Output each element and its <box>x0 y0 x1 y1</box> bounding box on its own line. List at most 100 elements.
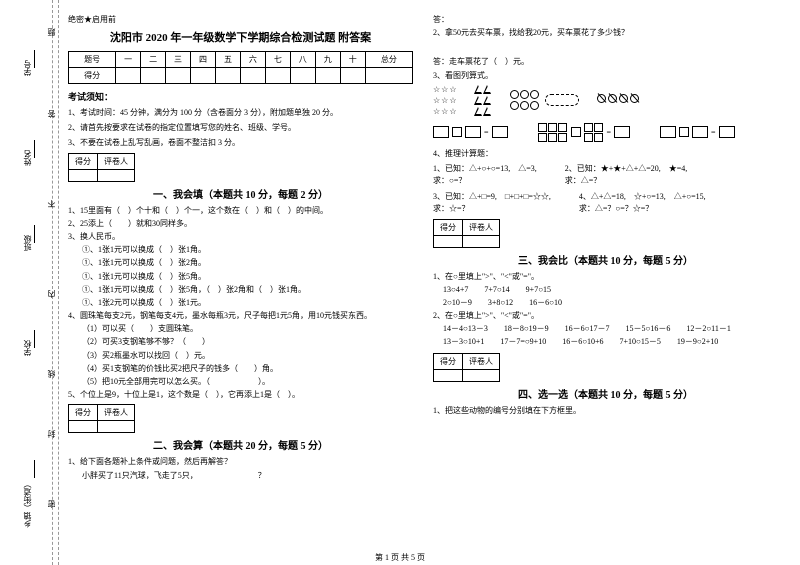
section-1-title: 一、我会填（本题共 10 分，每题 2 分） <box>68 186 413 201</box>
section-2-title: 二、我会算（本题共 20 分，每题 5 分） <box>68 437 413 452</box>
page: 绝密★启用前 沈阳市 2020 年一年级数学下学期综合检测试题 附答案 题号 一… <box>58 8 788 548</box>
confidential: 绝密★启用前 <box>68 14 413 25</box>
infer-block: 1、已知：△+○+○=13, △=3, 求：○=？ 2、已知：★+★+△+△=2… <box>433 163 778 187</box>
infer-line: 求：☆=？ <box>433 203 551 215</box>
th: 一 <box>116 52 141 68</box>
eq-2: = <box>538 123 631 142</box>
q: ①、1张1元可以换成（ ）张5角，（ ）张2角和（ ）张1角。 <box>68 284 413 295</box>
infer-line: 求：△=？○=？☆=？ <box>579 203 706 215</box>
mini-c1: 得分 <box>434 353 463 369</box>
th: 八 <box>290 52 315 68</box>
notice-item: 3、不要在试卷上乱写乱画，卷面不整洁扣 3 分。 <box>68 137 413 148</box>
q: （1）可以买（ ）支圆珠笔。 <box>68 323 413 334</box>
side-mi: 密 <box>46 500 57 508</box>
mini-c2: 评卷人 <box>98 153 135 169</box>
section-4-title: 四、选一选（本题共 10 分，每题 5 分） <box>433 386 778 401</box>
page-footer: 第 1 页 共 5 页 <box>0 552 800 563</box>
q: 1、在○里填上">"、"<"或"="。 <box>433 271 778 282</box>
dashed-oval <box>545 94 579 106</box>
ops: 13－3○10+1 17－7=○9+10 16－6○10+6 7+10○15－5… <box>433 336 778 349</box>
mini-c2: 评卷人 <box>463 353 500 369</box>
q: （3）买2瓶墨水可以找回（ ）元。 <box>68 350 413 361</box>
mini-c1: 得分 <box>69 153 98 169</box>
th: 四 <box>191 52 216 68</box>
q: 1、把这些动物的编号分别填在下方框里。 <box>433 405 778 416</box>
th: 十 <box>340 52 365 68</box>
infer-line: 求：○=？ <box>433 175 537 187</box>
q: 3、换人民币。 <box>68 231 413 242</box>
shapes-row: ☆☆☆ ☆☆☆ ☆☆☆ <box>433 85 778 116</box>
th: 题号 <box>69 52 116 68</box>
side-xuehao: 学号 <box>22 60 33 76</box>
q: （2）可买3支钢笔够不够？（ ） <box>68 336 413 347</box>
side-underline <box>34 330 35 348</box>
q: 2、在○里填上">"、"<"或"="。 <box>433 310 778 321</box>
equation-rows: = = = <box>433 120 778 142</box>
mini-c2: 评卷人 <box>463 219 500 235</box>
q: 答：走车票花了（ ）元。 <box>433 56 778 67</box>
stars-group: ☆☆☆ ☆☆☆ ☆☆☆ <box>433 85 457 116</box>
th: 五 <box>215 52 240 68</box>
right-column: 答： 2、拿50元去买车票，找给我20元，买车票花了多少钱？ 答：走车票花了（ … <box>423 8 788 548</box>
grader-table: 得分评卷人 <box>433 353 500 382</box>
th: 六 <box>240 52 265 68</box>
infer-line: 1、已知：△+○+○=13, △=3, <box>433 163 537 175</box>
grader-table: 得分评卷人 <box>68 153 135 182</box>
side-xian: 线 <box>46 370 57 378</box>
q: 4、圆珠笔每支2元，钢笔每支4元，墨水每瓶3元，尺子每把1元5角，用10元钱买东… <box>68 310 413 321</box>
infer-line: 4、△+△=18, ☆+○=13, △+○=15, <box>579 191 706 203</box>
th: 二 <box>141 52 166 68</box>
side-labels: 题 学号 答 姓名 不 班级 内 学校 线 封 乡镇（街道） 密 <box>0 0 54 565</box>
infer-line: 求：△=？ <box>565 175 688 187</box>
side-banji: 班级 <box>22 235 33 251</box>
infer-block: 3、已知：△+□=9, □+□+□=☆☆, 求：☆=？ 4、△+△=18, ☆+… <box>433 191 778 215</box>
notice-title: 考试须知： <box>68 90 413 103</box>
circles-group <box>510 90 579 110</box>
notice-item: 1、考试时间：45 分钟，满分为 100 分（含卷面分 3 分），附加题单独 2… <box>68 107 413 118</box>
q: 1、15里面有（ ）个十和（ ）个一，这个数在（ ）和（ ）的中间。 <box>68 205 413 216</box>
score-table: 题号 一 二 三 四 五 六 七 八 九 十 总分 得分 <box>68 51 413 84</box>
side-xuexiao: 学校 <box>22 340 33 356</box>
score-value-row: 得分 <box>69 68 413 84</box>
q: ①、1张1元可以换成（ ）张5角。 <box>68 271 413 282</box>
side-bu: 不 <box>46 200 57 208</box>
mini-c2: 评卷人 <box>98 405 135 421</box>
q: 2、25添上（ ）就和30同样多。 <box>68 218 413 229</box>
score-header-row: 题号 一 二 三 四 五 六 七 八 九 十 总分 <box>69 52 413 68</box>
th: 总分 <box>365 52 412 68</box>
q: ①、1张1元可以换成（ ）张2角。 <box>68 257 413 268</box>
side-ti: 题 <box>46 28 57 36</box>
grader-table: 得分评卷人 <box>68 404 135 433</box>
triangles-group <box>475 85 492 116</box>
th: 九 <box>315 52 340 68</box>
side-underline <box>34 225 35 243</box>
ans-label: 答： <box>433 14 778 25</box>
side-nei: 内 <box>46 290 57 298</box>
mini-c1: 得分 <box>434 219 463 235</box>
eq-1: = <box>433 123 508 142</box>
section-3-title: 三、我会比（本题共 10 分，每题 5 分） <box>433 252 778 267</box>
q: （5）把10元全部用完可以怎么买。（ ）。 <box>68 376 413 387</box>
row-label: 得分 <box>69 68 116 84</box>
side-feng: 封 <box>46 430 57 438</box>
eq-3: = <box>660 123 735 142</box>
ops: 2○10－9 3+8○12 16－6○10 <box>433 297 778 310</box>
struck-circles <box>597 91 641 109</box>
side-underline <box>34 50 35 68</box>
infer-line: 2、已知：★+★+△+△=20, ★=4, <box>565 163 688 175</box>
q: 5、个位上是9，十位上是1，这个数是（ ），它再添上1是（ ）。 <box>68 389 413 400</box>
q: ①、1张1元可以换成（ ）张1角。 <box>68 244 413 255</box>
ops: 14－4○13－3 18－8○19－9 16－6○17－7 15－5○16－6 … <box>433 323 778 336</box>
exam-title: 沈阳市 2020 年一年级数学下学期综合检测试题 附答案 <box>68 29 413 45</box>
mini-c1: 得分 <box>69 405 98 421</box>
q: 1、给下面各题补上条件或问题，然后再解答？ <box>68 456 413 467</box>
side-xiangzhen: 乡镇（街道） <box>22 480 33 528</box>
q: （4）买1支钢笔的价钱比买2把尺子的钱多（ ）角。 <box>68 363 413 374</box>
side-xingming: 姓名 <box>22 150 33 166</box>
infer-line: 3、已知：△+□=9, □+□+□=☆☆, <box>433 191 551 203</box>
notice-item: 2、请首先按要求在试卷的指定位置填写您的姓名、班级、学号。 <box>68 122 413 133</box>
th: 七 <box>265 52 290 68</box>
q: 2、拿50元去买车票，找给我20元，买车票花了多少钱？ <box>433 27 778 38</box>
q: 小胖买了11只汽球，飞走了5只， ？ <box>68 470 413 481</box>
th: 三 <box>166 52 191 68</box>
